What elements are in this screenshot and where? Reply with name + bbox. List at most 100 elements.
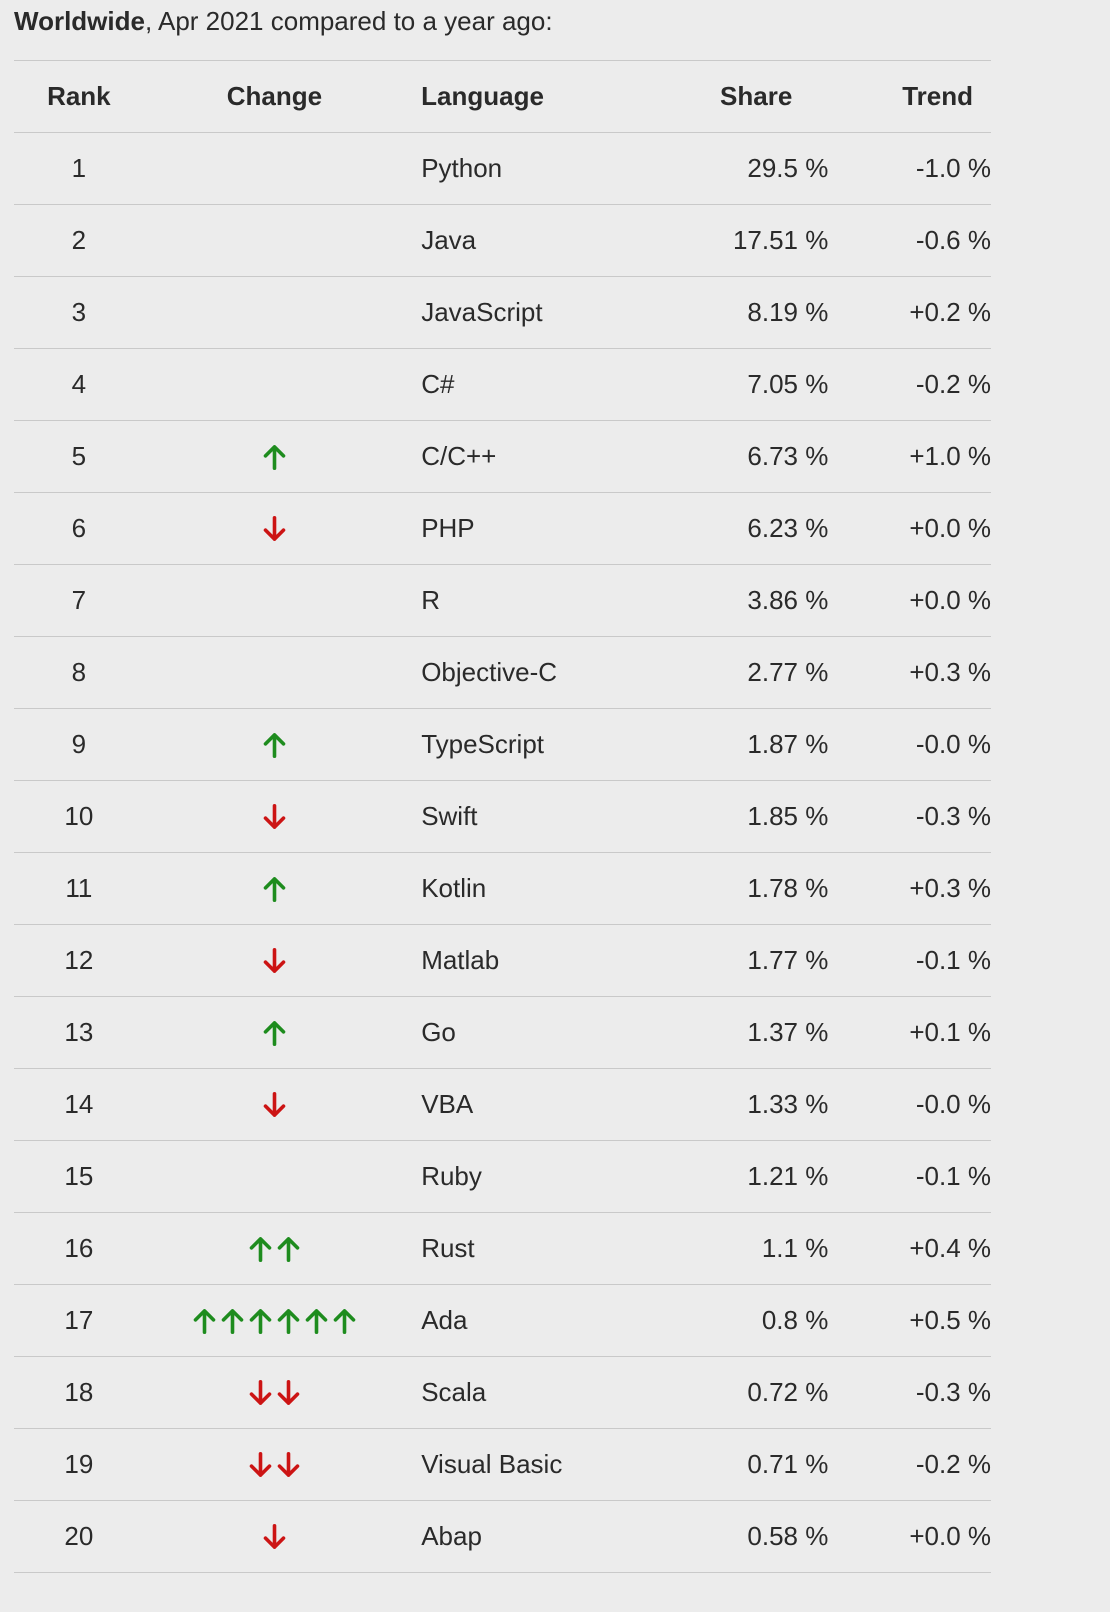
language-cell: Matlab <box>421 945 500 975</box>
table-row: 15 Ruby 1.21 % -0.1 % <box>14 1141 991 1213</box>
trend-cell: +0.0 % <box>909 585 991 615</box>
table-row: 19 Visual Basic 0.71 % -0.2 % <box>14 1429 991 1501</box>
arrow-down-icon <box>263 947 286 973</box>
header-share[interactable]: Share <box>720 81 793 111</box>
change-cell <box>144 205 405 276</box>
share-cell: 0.72 % <box>747 1377 829 1407</box>
change-cell <box>144 493 405 564</box>
language-cell: TypeScript <box>421 729 545 759</box>
trend-cell: -0.1 % <box>915 1161 991 1191</box>
header-trend[interactable]: Trend <box>902 81 973 111</box>
share-cell: 6.73 % <box>747 441 829 471</box>
language-cell: Abap <box>421 1521 482 1551</box>
language-cell: C/C++ <box>421 441 497 471</box>
ranking-table: Rank Change Language Share Trend 1 Python… <box>14 60 991 1573</box>
change-cell <box>144 853 405 924</box>
change-cell <box>144 1141 405 1212</box>
trend-cell: +0.0 % <box>909 513 991 543</box>
caption-region: Worldwide <box>14 6 145 36</box>
share-cell: 8.19 % <box>747 297 829 327</box>
trend-cell: -0.6 % <box>915 225 991 255</box>
trend-cell: -0.2 % <box>915 369 991 399</box>
table-row: 10 Swift 1.85 % -0.3 % <box>14 781 991 853</box>
change-cell <box>144 1285 405 1356</box>
table-row: 7 R 3.86 % +0.0 % <box>14 565 991 637</box>
header-language[interactable]: Language <box>421 81 544 111</box>
trend-cell: -0.1 % <box>915 945 991 975</box>
language-cell: Java <box>421 225 477 255</box>
header-change[interactable]: Change <box>226 81 323 111</box>
change-cell <box>144 637 405 708</box>
caption-text: , Apr 2021 compared to a year ago: <box>144 6 553 36</box>
table-row: 18 Scala 0.72 % -0.3 % <box>14 1357 991 1429</box>
language-cell: Scala <box>421 1377 487 1407</box>
share-cell: 1.77 % <box>747 945 829 975</box>
header-rank[interactable]: Rank <box>47 81 111 111</box>
trend-cell: -0.0 % <box>915 1089 991 1119</box>
arrow-down-icon <box>263 803 286 829</box>
arrow-up-icon <box>193 1308 216 1334</box>
rank-cell: 6 <box>71 513 87 543</box>
arrow-up-icon <box>221 1308 244 1334</box>
language-cell: Objective-C <box>421 657 558 687</box>
change-arrows <box>261 1523 288 1551</box>
rank-cell: 12 <box>64 945 94 975</box>
arrow-up-icon <box>263 1020 286 1046</box>
rank-cell: 13 <box>64 1017 94 1047</box>
rank-cell: 9 <box>71 729 87 759</box>
language-cell: Kotlin <box>421 873 487 903</box>
trend-cell: +0.4 % <box>909 1233 991 1263</box>
trend-cell: -1.0 % <box>915 153 991 183</box>
trend-cell: -0.3 % <box>915 1377 991 1407</box>
table-caption: Worldwide, Apr 2021 compared to a year a… <box>14 4 553 38</box>
rank-cell: 17 <box>64 1305 94 1335</box>
arrow-down-icon <box>263 1523 286 1549</box>
change-arrows <box>247 1379 302 1407</box>
language-cell: VBA <box>421 1089 474 1119</box>
share-cell: 2.77 % <box>747 657 829 687</box>
share-cell: 1.78 % <box>747 873 829 903</box>
table-row: 1 Python 29.5 % -1.0 % <box>14 133 991 205</box>
language-cell: Ada <box>421 1305 468 1335</box>
change-cell <box>144 1069 405 1140</box>
change-cell <box>144 349 405 420</box>
arrow-up-icon <box>249 1308 272 1334</box>
rank-cell: 15 <box>64 1161 94 1191</box>
rank-cell: 20 <box>64 1521 94 1551</box>
table-row: 5 C/C++ 6.73 % +1.0 % <box>14 421 991 493</box>
change-cell <box>144 565 405 636</box>
rank-cell: 5 <box>71 441 87 471</box>
share-cell: 1.33 % <box>747 1089 829 1119</box>
rank-cell: 19 <box>64 1449 94 1479</box>
language-cell: Rust <box>421 1233 475 1263</box>
change-cell <box>144 1501 405 1572</box>
rank-cell: 4 <box>71 369 87 399</box>
trend-cell: -0.3 % <box>915 801 991 831</box>
arrow-down-icon <box>263 1091 286 1117</box>
change-arrows <box>261 731 288 759</box>
trend-cell: +0.3 % <box>909 657 991 687</box>
table-row: 2 Java 17.51 % -0.6 % <box>14 205 991 277</box>
table-row: 3 JavaScript 8.19 % +0.2 % <box>14 277 991 349</box>
arrow-up-icon <box>263 876 286 902</box>
table-header-row: Rank Change Language Share Trend <box>14 61 991 133</box>
language-cell: C# <box>421 369 455 399</box>
arrow-down-icon <box>277 1451 300 1477</box>
table-row: 14 VBA 1.33 % -0.0 % <box>14 1069 991 1141</box>
language-cell: Python <box>421 153 503 183</box>
share-cell: 1.1 % <box>761 1233 829 1263</box>
trend-cell: +0.5 % <box>909 1305 991 1335</box>
arrow-up-icon <box>263 732 286 758</box>
table-row: 8 Objective-C 2.77 % +0.3 % <box>14 637 991 709</box>
table-row: 9 TypeScript 1.87 % -0.0 % <box>14 709 991 781</box>
arrow-up-icon <box>277 1236 300 1262</box>
share-cell: 3.86 % <box>747 585 829 615</box>
rank-cell: 7 <box>71 585 87 615</box>
share-cell: 1.21 % <box>747 1161 829 1191</box>
share-cell: 7.05 % <box>747 369 829 399</box>
trend-cell: +0.3 % <box>909 873 991 903</box>
trend-cell: -0.2 % <box>915 1449 991 1479</box>
rank-cell: 3 <box>71 297 87 327</box>
trend-cell: -0.0 % <box>915 729 991 759</box>
arrow-down-icon <box>277 1379 300 1405</box>
